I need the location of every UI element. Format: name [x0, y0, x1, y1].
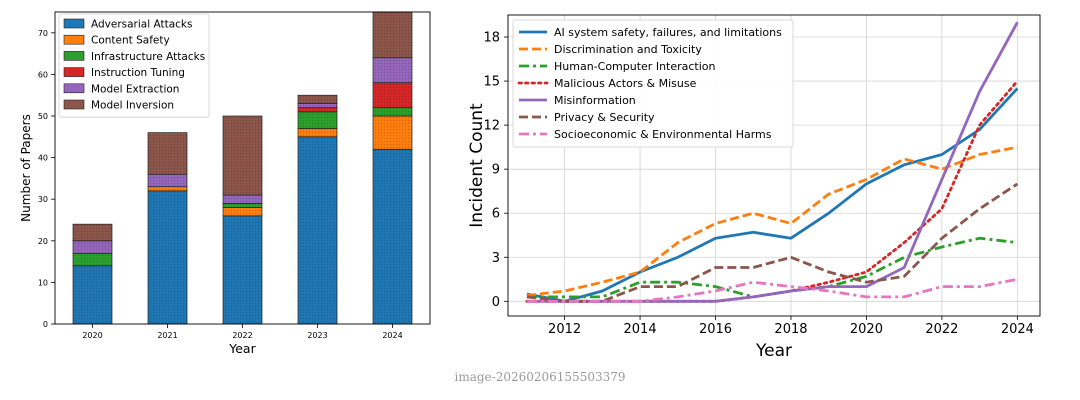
bar-2021-model-extraction-texture — [148, 174, 187, 187]
legend-label-ai-system-safety-failures-and-limitations: AI system safety, failures, and limitati… — [554, 26, 782, 39]
x-tick-label-2023: 2023 — [307, 331, 327, 340]
legend-box — [512, 19, 794, 148]
bar-2020-model-extraction-texture — [73, 240, 112, 254]
series-line-misinformation — [526, 21, 1019, 303]
bar-2022-infrastructure-attacks-texture — [223, 203, 262, 208]
stacked-bar-chart: 0 10 20 30 40 50 60 70 2020 2021 2022 2023 2024 Year N… — [19, 11, 431, 356]
bar-2024-model-extraction-texture — [373, 57, 412, 83]
bar-2020-adversarial-attacks-texture — [73, 265, 112, 324]
x-tick-label-2016: 2016 — [699, 322, 732, 337]
y-tick-label-4: 12 — [483, 119, 500, 134]
legend-swatch-content-safety — [63, 34, 85, 45]
y-tick-label-5: 15 — [483, 75, 500, 90]
bar-2023-infrastructure-attacks-texture — [298, 111, 337, 129]
legend-label-human-computer-interaction: Human-Computer Interaction — [554, 60, 716, 73]
legend-label-misinformation: Misinformation — [554, 94, 636, 107]
x-axis-label: Year — [755, 341, 792, 361]
plot-frame — [507, 14, 1041, 317]
bar-2022-model-inversion-texture — [223, 116, 262, 196]
y-tick-label-2: 20 — [38, 237, 48, 246]
bar-2022-adversarial-attacks-texture — [223, 215, 262, 324]
y-tick-label-2: 6 — [492, 207, 500, 222]
series-line-socioeconomic-environmental-harms — [526, 277, 1018, 303]
x-tick-label-2022: 2022 — [232, 331, 252, 340]
bar-2023-adversarial-attacks-texture — [298, 136, 337, 324]
legend-label-content-safety: Content Safety — [91, 35, 170, 47]
y-tick-label-6: 60 — [38, 70, 48, 79]
legend-label-discrimination-and-toxicity: Discrimination and Toxicity — [554, 43, 702, 56]
bar-2023-model-inversion-texture — [298, 95, 337, 104]
x-tick-label-2012: 2012 — [548, 322, 581, 337]
legend-label-socioeconomic-environmental-harms: Socioeconomic & Environmental Harms — [554, 128, 772, 141]
legend-box — [58, 13, 210, 118]
x-tick-label-2018: 2018 — [774, 322, 807, 337]
bar-2024-infrastructure-attacks-texture — [373, 107, 412, 116]
y-tick-label-7: 70 — [38, 29, 48, 38]
image-caption: image-20260206155503379 — [454, 370, 626, 384]
series-line-privacy-security — [526, 182, 1019, 303]
y-tick-label-0: 0 — [492, 295, 500, 310]
x-axis-label: Year — [228, 341, 256, 356]
legend-label-infrastructure-attacks: Infrastructure Attacks — [91, 51, 205, 63]
legend-label-instruction-tuning: Instruction Tuning — [91, 67, 185, 79]
bar-2020-infrastructure-attacks-texture — [73, 253, 112, 266]
y-tick-label-5: 50 — [38, 112, 48, 121]
bar-2022-model-extraction-texture — [223, 195, 262, 204]
legend-swatch-model-inversion — [63, 99, 85, 110]
bar-2023-model-extraction-texture — [298, 103, 337, 108]
x-tick-label-2024: 2024 — [382, 331, 402, 340]
series-line-discrimination-and-toxicity — [526, 145, 1018, 297]
legend-label-malicious-actors-misuse: Malicious Actors & Misuse — [554, 77, 697, 90]
y-axis-label: Incident Count — [467, 103, 487, 228]
legend-label-model-extraction: Model Extraction — [91, 83, 179, 95]
y-tick-label-3: 9 — [492, 163, 500, 178]
series-line-human-computer-interaction — [526, 236, 1018, 299]
legend-swatch-instruction-tuning — [63, 67, 85, 77]
x-tick-label-2024: 2024 — [1001, 322, 1034, 337]
legend-swatch-model-extraction — [63, 83, 85, 94]
bar-2021-model-inversion-texture — [148, 132, 187, 175]
y-axis-label: Number of Papers — [19, 114, 33, 222]
plot-frame — [54, 11, 431, 325]
x-tick-label-2014: 2014 — [624, 322, 657, 337]
legend-label-adversarial-attacks: Adversarial Attacks — [91, 19, 192, 31]
legend-swatch-adversarial-attacks — [63, 18, 85, 29]
line-chart: 0 3 6 9 12 15 18 2012 2014 2016 2018 2020 2022 2024 Ye… — [467, 14, 1041, 361]
y-tick-label-1: 10 — [38, 278, 48, 287]
bar-2024-model-inversion-texture — [373, 12, 412, 58]
y-tick-label-6: 18 — [483, 31, 500, 46]
series-line-ai-system-safety-failures-and-limitations — [526, 87, 1019, 303]
bar-2021-content-safety-texture — [148, 186, 187, 191]
bar-2024-adversarial-attacks-texture — [373, 149, 412, 324]
x-tick-label-2021: 2021 — [157, 331, 177, 340]
y-tick-label-3: 30 — [38, 195, 48, 204]
legend-label-privacy-security: Privacy & Security — [554, 111, 655, 124]
legend-swatch-infrastructure-attacks — [63, 51, 85, 61]
bar-2024-instruction-tuning-texture — [373, 82, 412, 108]
x-tick-label-2020: 2020 — [850, 322, 883, 337]
y-tick-label-1: 3 — [492, 251, 500, 266]
bar-2021-adversarial-attacks-texture — [148, 190, 187, 324]
bar-2023-instruction-tuning-texture — [298, 107, 337, 112]
y-tick-label-4: 40 — [38, 154, 48, 163]
bar-2020-model-inversion-texture — [73, 224, 112, 241]
bar-2023-content-safety-texture — [298, 128, 337, 137]
bar-2022-content-safety-texture — [223, 207, 262, 216]
bar-2024-content-safety-texture — [373, 116, 412, 150]
x-tick-label-2022: 2022 — [925, 322, 958, 337]
y-tick-label-0: 0 — [43, 320, 48, 329]
x-tick-label-2020: 2020 — [82, 331, 102, 340]
legend-label-model-inversion: Model Inversion — [91, 100, 174, 112]
